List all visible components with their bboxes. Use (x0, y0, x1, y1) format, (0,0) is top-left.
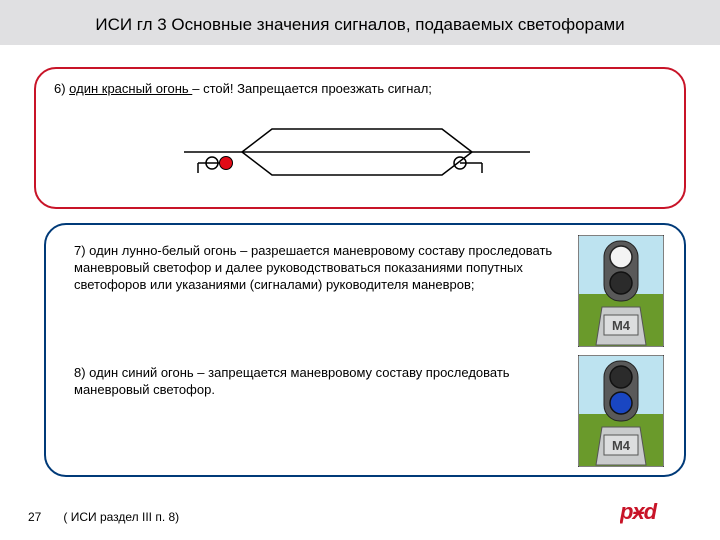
item-8-text: 8) один синий огонь – запрещается маневр… (74, 365, 554, 398)
signal-white-label: М4 (612, 318, 631, 333)
item-7-text: 7) один лунно-белый огонь – разрешается … (74, 243, 554, 293)
svg-text:pӿd: pӿd (620, 499, 658, 524)
track-diagram (184, 121, 530, 183)
item-6-text: 6) один красный огонь – стой! Запрещаетс… (54, 81, 666, 96)
item-6-underlined: один красный огонь (69, 81, 192, 96)
item-6-rest: – стой! Запрещается проезжать сигнал; (192, 81, 432, 96)
title-bar: ИСИ гл 3 Основные значения сигналов, под… (0, 0, 720, 45)
items-7-8-box: 7) один лунно-белый огонь – разрешается … (44, 223, 686, 477)
rzd-logo: pӿd (620, 496, 690, 526)
item-6-prefix: 6) (54, 81, 69, 96)
footer: 27 ( ИСИ раздел III п. 8) (28, 510, 179, 524)
page-title: ИСИ гл 3 Основные значения сигналов, под… (40, 14, 680, 35)
dwarf-signal-white: М4 (578, 235, 664, 347)
item-6-box: 6) один красный огонь – стой! Запрещаетс… (34, 67, 686, 209)
dwarf-signal-blue: М4 (578, 355, 664, 467)
page-number: 27 (28, 510, 41, 524)
footer-reference: ( ИСИ раздел III п. 8) (63, 510, 179, 524)
signal-blue-label: М4 (612, 438, 631, 453)
